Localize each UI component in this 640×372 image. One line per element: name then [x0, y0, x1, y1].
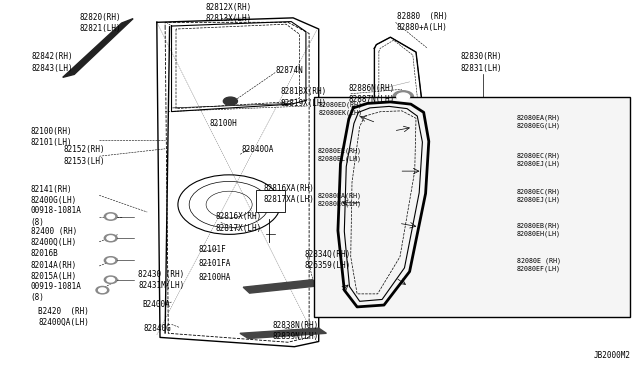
Text: JB2000M2: JB2000M2 [593, 351, 630, 360]
Circle shape [107, 258, 115, 263]
Text: 82080EB(RH)
82080EH(LH): 82080EB(RH) 82080EH(LH) [517, 223, 561, 237]
Text: 82840OA: 82840OA [242, 145, 275, 154]
Text: 82080EC(RH)
82080EJ(LH): 82080EC(RH) 82080EJ(LH) [517, 188, 561, 202]
Text: 82842(RH)
82843(LH): 82842(RH) 82843(LH) [32, 52, 74, 73]
Text: 82080ED(RH)
82080EK(LH): 82080ED(RH) 82080EK(LH) [319, 102, 363, 116]
Text: 82014A(RH)
82015A(LH): 82014A(RH) 82015A(LH) [31, 261, 77, 281]
Bar [256, 190, 285, 212]
Circle shape [99, 288, 106, 292]
Polygon shape [240, 328, 326, 339]
Text: 82080EA(RH)
82080EG(LH): 82080EA(RH) 82080EG(LH) [318, 193, 362, 207]
Text: 82101F: 82101F [198, 246, 226, 254]
Text: 82816X(RH)
82817X(LH): 82816X(RH) 82817X(LH) [215, 212, 261, 232]
Circle shape [104, 213, 117, 220]
Polygon shape [243, 280, 320, 293]
Text: 82840G: 82840G [143, 324, 171, 333]
Text: 82400 (RH)
82400Q(LH)
82016B: 82400 (RH) 82400Q(LH) 82016B [31, 227, 77, 258]
Circle shape [107, 236, 115, 240]
Text: 00918-1081A
(8): 00918-1081A (8) [31, 206, 81, 227]
Text: 82080EE(RH)
82080EL(LH): 82080EE(RH) 82080EL(LH) [318, 147, 362, 161]
Circle shape [107, 214, 115, 219]
Circle shape [96, 286, 109, 294]
Circle shape [104, 234, 117, 242]
Text: 00919-1081A
(8): 00919-1081A (8) [31, 282, 81, 302]
Circle shape [107, 278, 115, 282]
Text: B2400A: B2400A [142, 300, 170, 309]
Circle shape [104, 257, 117, 264]
Text: 82152(RH)
82153(LH): 82152(RH) 82153(LH) [64, 145, 106, 166]
Text: 82100HA: 82100HA [198, 273, 231, 282]
Circle shape [393, 91, 413, 103]
Text: 82830(RH)
82831(LH): 82830(RH) 82831(LH) [461, 52, 502, 73]
Text: 82100H: 82100H [210, 119, 237, 128]
Text: B2420  (RH)
82400QA(LH): B2420 (RH) 82400QA(LH) [38, 307, 89, 327]
Bar [314, 97, 630, 317]
Text: 82080EA(RH)
82080EG(LH): 82080EA(RH) 82080EG(LH) [517, 115, 561, 129]
Text: 82430 (RH)
82431M(LH): 82430 (RH) 82431M(LH) [138, 270, 184, 290]
Text: 82101FA: 82101FA [198, 259, 231, 268]
Polygon shape [63, 19, 133, 77]
Circle shape [104, 276, 117, 283]
Text: 82812X(RH)
82813X(LH): 82812X(RH) 82813X(LH) [206, 3, 252, 23]
Text: 82100(RH)
82101(LH): 82100(RH) 82101(LH) [31, 127, 72, 147]
Text: 82080EC(RH)
82080EJ(LH): 82080EC(RH) 82080EJ(LH) [517, 153, 561, 167]
Text: 82838N(RH)
82839N(LH): 82838N(RH) 82839N(LH) [273, 321, 319, 341]
Circle shape [223, 97, 237, 105]
Text: 82874N: 82874N [275, 66, 303, 75]
Text: 82080E (RH)
82080EF(LH): 82080E (RH) 82080EF(LH) [517, 258, 561, 272]
Circle shape [397, 93, 410, 100]
Text: 82886N(RH)
82887N(LH): 82886N(RH) 82887N(LH) [349, 84, 395, 104]
Text: 82818X(RH)
82819X(LH): 82818X(RH) 82819X(LH) [280, 87, 326, 108]
Text: 82141(RH)
82400G(LH): 82141(RH) 82400G(LH) [31, 185, 77, 205]
Text: 82816XA(RH)
82817XA(LH): 82816XA(RH) 82817XA(LH) [264, 184, 314, 204]
Text: 82820(RH)
82821(LH): 82820(RH) 82821(LH) [80, 13, 122, 33]
Text: 82834Q(RH)
826359(LH): 82834Q(RH) 826359(LH) [305, 250, 351, 270]
Text: 82880  (RH)
82880+A(LH): 82880 (RH) 82880+A(LH) [397, 12, 447, 32]
